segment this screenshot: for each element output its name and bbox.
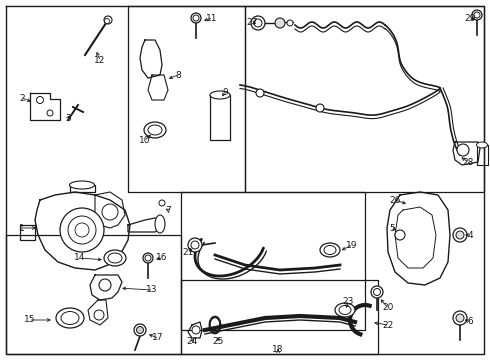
Circle shape	[193, 15, 199, 21]
Text: 13: 13	[146, 285, 158, 294]
Ellipse shape	[320, 243, 340, 257]
Circle shape	[137, 327, 144, 333]
Text: 20: 20	[382, 303, 393, 312]
Circle shape	[47, 110, 53, 116]
Polygon shape	[188, 322, 202, 338]
Polygon shape	[395, 207, 436, 268]
Ellipse shape	[56, 308, 84, 328]
Text: 19: 19	[346, 240, 358, 249]
Text: 1: 1	[19, 224, 25, 233]
Circle shape	[104, 16, 112, 24]
Circle shape	[94, 310, 104, 320]
Text: 18: 18	[272, 346, 284, 355]
Polygon shape	[35, 192, 130, 270]
Text: 16: 16	[156, 253, 168, 262]
Ellipse shape	[476, 142, 488, 148]
Circle shape	[191, 241, 199, 249]
Polygon shape	[477, 145, 488, 165]
Text: 21: 21	[182, 248, 194, 257]
Circle shape	[254, 19, 262, 27]
Text: 25: 25	[212, 338, 224, 346]
Circle shape	[68, 216, 96, 244]
Text: 15: 15	[24, 315, 36, 324]
Ellipse shape	[108, 253, 122, 263]
Circle shape	[188, 238, 202, 252]
Circle shape	[316, 104, 324, 112]
Ellipse shape	[148, 125, 162, 135]
Polygon shape	[387, 192, 450, 285]
Circle shape	[472, 10, 482, 20]
Circle shape	[456, 314, 464, 322]
Circle shape	[453, 228, 467, 242]
Circle shape	[192, 326, 200, 334]
Ellipse shape	[61, 311, 79, 324]
Polygon shape	[20, 225, 35, 240]
Polygon shape	[88, 300, 108, 325]
Circle shape	[143, 253, 153, 263]
Circle shape	[191, 13, 201, 23]
Circle shape	[395, 230, 405, 240]
Circle shape	[453, 311, 467, 325]
Text: 29: 29	[465, 14, 476, 23]
Circle shape	[373, 288, 381, 296]
Text: 27: 27	[246, 18, 258, 27]
Circle shape	[36, 96, 44, 104]
Circle shape	[275, 18, 285, 28]
Text: 9: 9	[222, 87, 228, 96]
Text: 28: 28	[462, 158, 474, 166]
Text: 6: 6	[467, 318, 473, 327]
Ellipse shape	[144, 122, 166, 138]
Polygon shape	[128, 218, 160, 232]
Circle shape	[102, 204, 118, 220]
Polygon shape	[148, 75, 168, 100]
Text: 17: 17	[152, 333, 164, 342]
Circle shape	[60, 208, 104, 252]
Circle shape	[99, 279, 111, 291]
Circle shape	[256, 89, 264, 97]
Text: 14: 14	[74, 253, 86, 262]
Circle shape	[134, 324, 146, 336]
Ellipse shape	[70, 181, 95, 189]
Circle shape	[145, 255, 151, 261]
Text: 5: 5	[389, 224, 395, 233]
Text: 2: 2	[19, 94, 25, 103]
Circle shape	[104, 18, 109, 23]
Ellipse shape	[339, 306, 351, 315]
Text: 22: 22	[382, 320, 393, 329]
Polygon shape	[140, 40, 162, 78]
Ellipse shape	[210, 91, 230, 99]
Text: 3: 3	[65, 113, 71, 122]
Circle shape	[456, 231, 464, 239]
Text: 26: 26	[390, 195, 401, 204]
Text: 7: 7	[165, 206, 171, 215]
Polygon shape	[30, 93, 60, 120]
Circle shape	[371, 286, 383, 298]
Polygon shape	[90, 275, 122, 300]
Circle shape	[287, 20, 293, 26]
Text: 24: 24	[186, 338, 197, 346]
Circle shape	[251, 16, 265, 30]
Ellipse shape	[155, 215, 165, 233]
Circle shape	[474, 12, 480, 18]
Circle shape	[75, 223, 89, 237]
Polygon shape	[95, 192, 125, 228]
Ellipse shape	[324, 246, 336, 255]
Text: 23: 23	[343, 297, 354, 306]
Text: 8: 8	[175, 71, 181, 80]
Polygon shape	[453, 142, 480, 165]
Text: 10: 10	[139, 135, 151, 144]
Circle shape	[159, 200, 165, 206]
Text: 4: 4	[467, 230, 473, 239]
Polygon shape	[70, 185, 95, 192]
Ellipse shape	[104, 250, 126, 266]
Ellipse shape	[335, 303, 355, 317]
Text: 11: 11	[206, 14, 218, 23]
Polygon shape	[210, 95, 230, 140]
Text: 12: 12	[94, 55, 106, 64]
Circle shape	[457, 144, 469, 156]
